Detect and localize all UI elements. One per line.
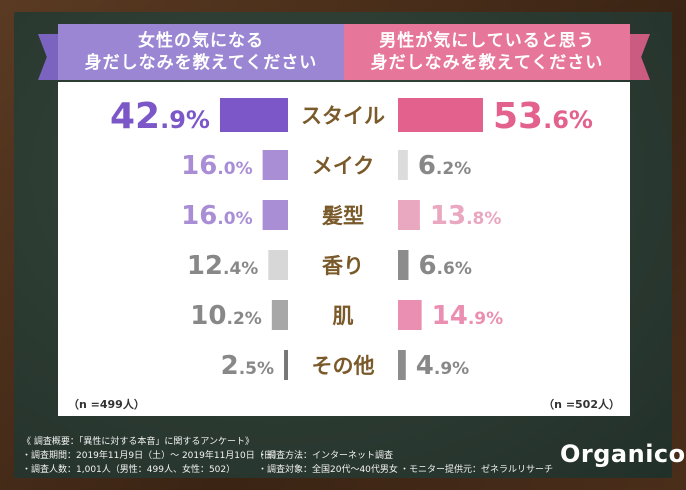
header-left-ribbon: 女性の気になる 身だしなみを教えてください <box>58 24 344 80</box>
bar-right-5 <box>398 350 406 380</box>
value-left-3: 12.4% <box>187 251 259 281</box>
bar-right-0 <box>398 98 483 132</box>
organico-logo: Organico <box>560 440 686 468</box>
value-right-4: 14.9% <box>432 301 504 331</box>
category-label-3: 香り <box>322 254 364 278</box>
header-right-ribbon: 男性が気にしていると思う 身だしなみを教えてください <box>344 24 630 80</box>
chart-card <box>58 82 630 416</box>
category-label-4: 肌 <box>333 304 354 328</box>
header-right-line1: 男性が気にしていると思う <box>379 31 595 51</box>
bar-left-5 <box>284 350 288 380</box>
value-right-5: 4.9% <box>416 351 469 381</box>
value-right-0: 53.6% <box>493 96 593 137</box>
bar-right-4 <box>398 300 422 330</box>
footer-line3c: ・モニター提供元：ゼネラルリサーチ <box>400 465 554 475</box>
bar-right-2 <box>398 200 420 230</box>
value-left-4: 10.2% <box>190 301 262 331</box>
value-right-1: 6.2% <box>418 151 471 181</box>
footer-line2: ・調査期間：2019年11月9日（土）～ 2019年11月10日（日） <box>22 451 282 461</box>
n-label-left: （n =499人） <box>68 397 145 411</box>
value-left-2: 16.0% <box>181 201 253 231</box>
footer-line1: 《 調査概要：「異性に対する本音」に関するアンケート》 <box>22 437 255 447</box>
value-left-1: 16.0% <box>181 151 253 181</box>
n-label-right: （n =502人） <box>543 397 620 411</box>
header-right-line2: 身だしなみを教えてください <box>370 53 604 73</box>
bar-right-3 <box>398 250 409 280</box>
bar-left-4 <box>271 300 288 330</box>
bar-right-1 <box>398 150 408 180</box>
bar-left-2 <box>262 200 288 230</box>
value-left-5: 2.5% <box>221 351 274 381</box>
value-right-3: 6.6% <box>418 251 471 281</box>
header-left-line2: 身だしなみを教えてください <box>84 53 318 73</box>
value-right-2: 13.8% <box>430 201 502 231</box>
ribbon-tail-left <box>38 34 60 80</box>
category-label-1: メイク <box>312 154 375 178</box>
value-left-0: 42.9% <box>110 96 210 137</box>
bar-left-3 <box>268 250 288 280</box>
bar-left-1 <box>262 150 288 180</box>
category-label-5: その他 <box>312 354 375 378</box>
footer-line3: ・調査人数：1,001人（男性：499人、女性：502） <box>22 465 236 475</box>
footer-line3b: ・調査対象：全国20代～40代男女 <box>258 465 398 475</box>
footer-line2b: ・調査方法：インターネット調査 <box>258 451 394 461</box>
category-label-0: スタイル <box>301 104 385 128</box>
ribbon-tail-right <box>628 34 650 80</box>
bar-left-0 <box>219 98 288 132</box>
category-label-2: 髪型 <box>321 204 364 228</box>
header-left-line1: 女性の気になる <box>138 31 264 51</box>
